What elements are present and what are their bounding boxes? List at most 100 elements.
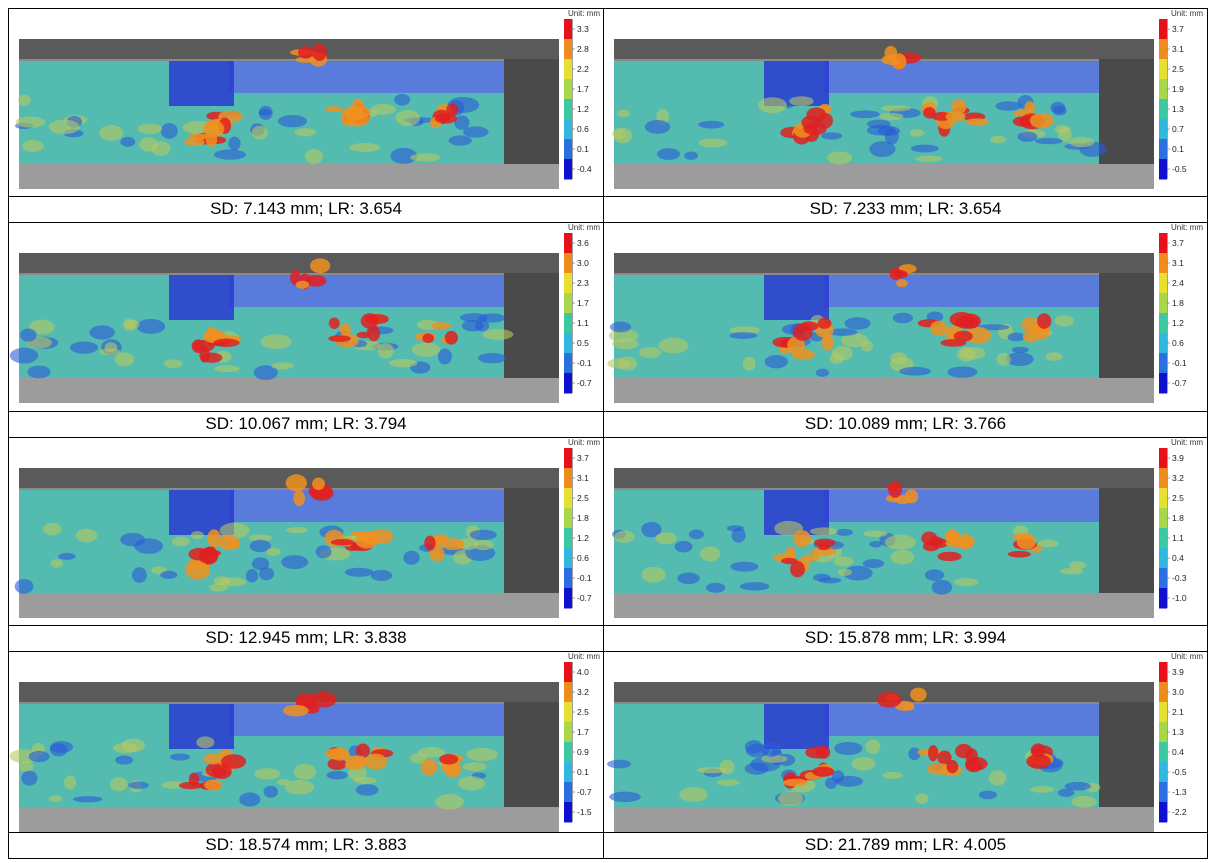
texture <box>1007 332 1026 342</box>
hot-spot <box>329 747 350 761</box>
texture <box>729 326 760 335</box>
texture <box>196 736 215 749</box>
texture <box>14 578 34 594</box>
texture <box>924 569 945 581</box>
colorbar-band <box>1159 159 1167 180</box>
colorbar-tick-label: -0.3 <box>1172 573 1187 583</box>
texture <box>50 559 63 568</box>
texture <box>863 530 888 538</box>
hot-spot <box>803 122 827 136</box>
texture <box>349 143 381 152</box>
colorbar-tick-label: 1.3 <box>1172 104 1184 114</box>
texture <box>1017 131 1038 142</box>
texture <box>915 155 943 163</box>
colorbar-tick-label: 3.1 <box>1172 44 1184 54</box>
texture <box>740 582 770 591</box>
texture <box>75 528 98 543</box>
hot-spot <box>965 759 983 773</box>
colorbar-band <box>1159 782 1167 803</box>
texture <box>260 334 292 349</box>
texture <box>761 754 788 763</box>
texture <box>49 741 74 754</box>
texture <box>865 739 881 755</box>
colorbar-band <box>1159 588 1167 609</box>
texture <box>239 792 261 807</box>
colorbar-tick-label: 3.7 <box>1172 24 1184 34</box>
colorbar-tick-label: 1.7 <box>577 84 589 94</box>
overlay-dark <box>764 704 829 749</box>
colorbar-tick-label: -2.2 <box>1172 807 1187 817</box>
colorbar-tick-label: 2.4 <box>1172 278 1184 288</box>
hot-spot <box>345 755 368 766</box>
colorbar-band <box>564 273 572 294</box>
colorbar-tick-label: 0.9 <box>577 747 589 757</box>
hot-spot <box>309 258 331 274</box>
texture <box>9 347 39 364</box>
texture <box>72 796 103 803</box>
texture <box>956 347 976 362</box>
colorbar-tick-label: 0.7 <box>1172 124 1184 134</box>
hot-spot <box>927 763 951 775</box>
colorbar-tick-label: 0.4 <box>1172 747 1184 757</box>
colorbar-band <box>1159 568 1167 589</box>
texture <box>353 777 377 784</box>
colorbar-tick-label: 0.4 <box>1172 553 1184 563</box>
colorbar-tick-label: 3.2 <box>577 687 589 697</box>
colorbar-tick-label: -0.7 <box>577 787 592 797</box>
colorbar-tick-label: -0.7 <box>577 593 592 603</box>
colorbar-tick-label: 0.1 <box>577 767 589 777</box>
hot-spot <box>364 753 388 770</box>
texture <box>15 116 46 128</box>
hot-spot <box>811 547 836 556</box>
overlay-dark <box>764 275 829 320</box>
panel-graphic: Unit: mm 3.7 3.1 2.4 1.8 1.2 0.6 -0.1 -0.7 <box>607 223 1203 403</box>
texture <box>344 567 374 577</box>
colorbar-band <box>564 742 572 763</box>
hot-spot <box>951 98 967 115</box>
colorbar-tick-label: 3.0 <box>577 258 589 268</box>
hot-spot <box>812 766 835 777</box>
texture <box>655 532 677 545</box>
colorbar-tick-label: 1.8 <box>577 513 589 523</box>
colorbar-band <box>564 99 572 120</box>
texture <box>258 105 273 120</box>
texture <box>879 112 904 121</box>
hot-spot <box>903 704 915 711</box>
hot-spot <box>328 317 340 329</box>
colorbar-band <box>1159 802 1167 823</box>
photo-top <box>19 682 559 702</box>
texture <box>931 579 953 595</box>
colorbar-band <box>1159 119 1167 140</box>
colorbar-band <box>1159 253 1167 274</box>
photo-top <box>614 682 1154 702</box>
texture <box>128 781 149 789</box>
colorbar-band <box>564 233 572 254</box>
texture <box>109 777 128 792</box>
hot-spot <box>327 758 347 770</box>
colorbar-frame <box>572 19 573 179</box>
texture <box>831 345 853 361</box>
texture <box>214 365 240 373</box>
colorbar-band <box>564 373 572 394</box>
texture <box>698 120 725 129</box>
texture <box>862 559 885 569</box>
colorbar-band <box>564 682 572 703</box>
texture <box>120 532 145 547</box>
figure: Unit: mm 3.3 2.8 2.2 1.7 1.2 0.6 0.1 -0.4 SD: 7.1… <box>8 8 1208 859</box>
texture <box>1005 352 1034 367</box>
texture <box>248 534 272 542</box>
colorbar-band <box>1159 762 1167 783</box>
texture <box>437 348 452 365</box>
hot-spot <box>953 330 973 342</box>
texture <box>644 120 671 134</box>
colorbar-tick-label: 3.6 <box>577 238 589 248</box>
texture <box>263 785 279 798</box>
texture <box>89 325 115 340</box>
colorbar-tick-label: -0.1 <box>577 358 592 368</box>
texture <box>370 569 393 582</box>
texture <box>809 527 838 536</box>
overlay-upper <box>824 275 1099 307</box>
hot-spot <box>204 779 222 791</box>
unit-label: Unit: mm <box>1171 223 1203 232</box>
texture <box>208 583 229 592</box>
